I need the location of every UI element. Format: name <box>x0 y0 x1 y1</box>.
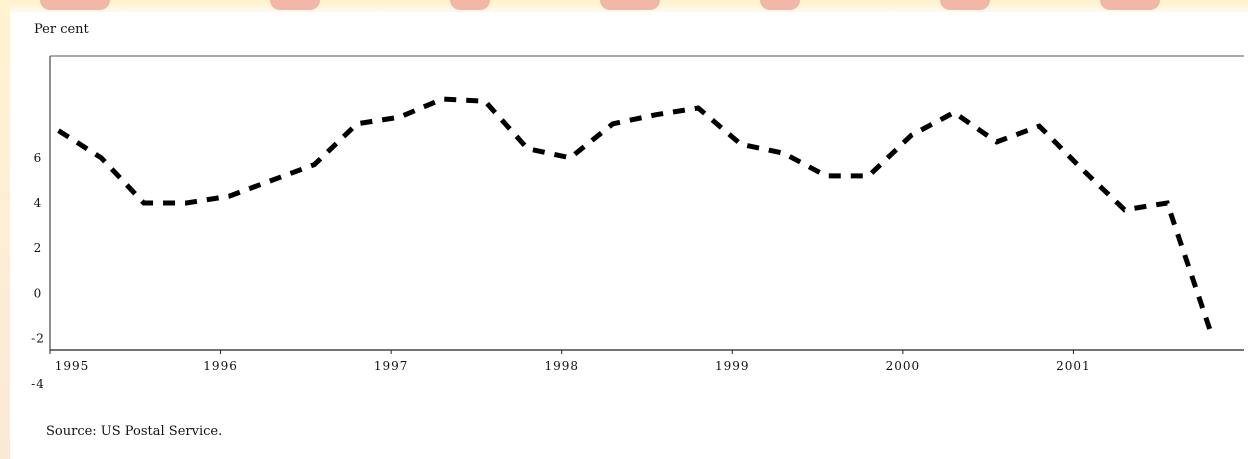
source-note: Source: US Postal Service. <box>46 424 223 439</box>
y-tick-labels: 6 4 2 0 -2 -4 <box>31 151 45 391</box>
y-tick-label: -2 <box>31 332 45 346</box>
decorative-left-band <box>0 0 10 459</box>
decorative-blob <box>450 0 490 10</box>
decorative-blob <box>760 0 800 10</box>
x-tick-label: 2000 <box>886 359 921 373</box>
series-group <box>57 96 1213 331</box>
decorative-blob <box>1100 0 1160 10</box>
x-tick-label: 1998 <box>544 359 579 373</box>
y-tick-label: 4 <box>34 196 43 210</box>
x-tick-labels: 1995 1996 1997 1998 1999 2000 2001 <box>49 350 1091 373</box>
x-tick-label: 1995 <box>55 359 90 373</box>
decorative-top-band <box>0 0 1248 12</box>
series-line <box>57 96 1213 331</box>
y-tick-label: -4 <box>31 377 45 391</box>
y-tick-label: 2 <box>34 241 43 255</box>
y-tick-label: 6 <box>34 151 43 165</box>
decorative-blob <box>270 0 320 10</box>
decorative-blob <box>940 0 990 10</box>
decorative-blob <box>600 0 660 10</box>
x-tick-label: 2001 <box>1056 359 1091 373</box>
y-tick-label: 0 <box>34 286 43 300</box>
x-tick-label: 1999 <box>715 359 750 373</box>
axes <box>49 55 1244 351</box>
x-tick-label: 1996 <box>203 359 238 373</box>
y-axis-label: Per cent <box>34 22 90 37</box>
x-tick-label: 1997 <box>374 359 409 373</box>
decorative-blob <box>40 0 110 10</box>
